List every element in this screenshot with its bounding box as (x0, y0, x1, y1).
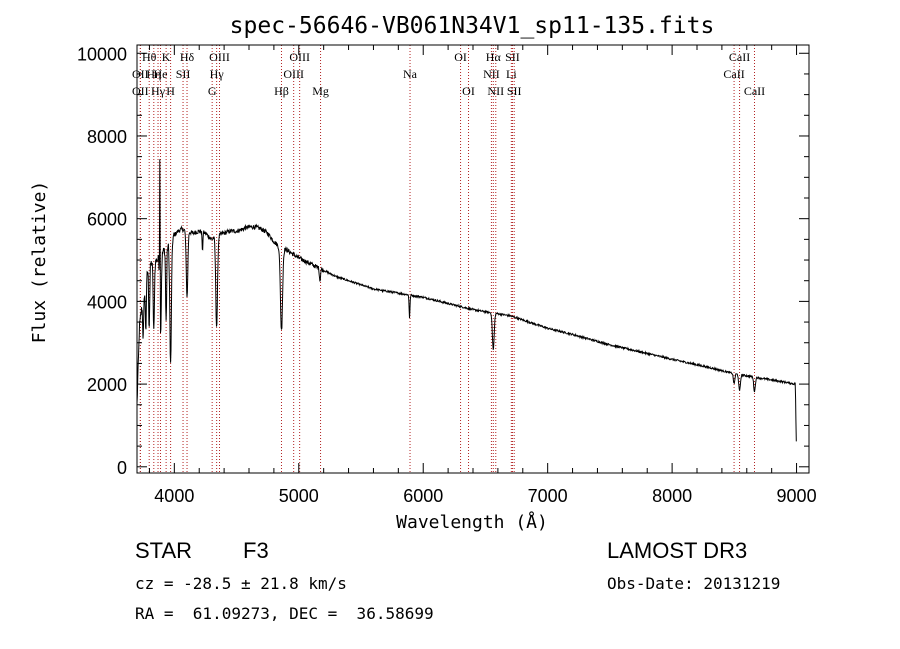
x-tick-label: 5000 (279, 486, 319, 506)
line-marker-label-7: H (166, 84, 175, 98)
y-tick-label: 8000 (87, 127, 127, 147)
line-marker-label-25: SII (507, 84, 522, 98)
line-marker-label-21: Hα (486, 50, 502, 64)
object-subclass: F3 (243, 538, 269, 563)
line-marker-label-6: K (162, 50, 171, 64)
line-marker-label-27: CaII (729, 50, 750, 64)
x-axis-label: Wavelength (Å) (396, 511, 548, 533)
obs-date-text: Obs-Date: 20131219 (607, 574, 781, 593)
line-marker-label-12: OIII (209, 50, 230, 64)
y-tick-label: 0 (117, 458, 127, 478)
line-marker-label-19: OI (462, 84, 475, 98)
axis-ticks: 4000 5000 6000 7000 8000 9000 0 2000 4000 6000 800… (77, 44, 817, 506)
line-marker-labels: OIIOIIHθHηHγHeKHSIIHδGHγOIIIHβOIIIOIIIMg… (132, 50, 765, 98)
line-marker-label-9: Hδ (180, 50, 195, 64)
x-tick-label: 9000 (777, 486, 817, 506)
line-marker-label-8: SII (176, 67, 191, 81)
y-tick-label: 2000 (87, 375, 127, 395)
line-marker-label-23: Li (506, 67, 517, 81)
line-marker-label-24: SII (505, 50, 520, 64)
line-marker-label-4: Hγ (151, 84, 166, 98)
line-marker-label-10: G (208, 84, 217, 98)
line-marker-label-14: OIII (283, 67, 304, 81)
y-tick-label: 4000 (87, 292, 127, 312)
line-marker-label-26: CaII (723, 67, 744, 81)
line-marker-label-2: Hθ (142, 50, 157, 64)
line-marker-label-16: Mg (312, 84, 329, 98)
x-tick-label: 8000 (652, 486, 692, 506)
object-class: STAR (135, 538, 193, 563)
line-marker-label-17: Na (403, 67, 418, 81)
line-marker-label-28: CaII (744, 84, 765, 98)
y-tick-label: 6000 (87, 210, 127, 230)
line-marker-label-13: Hβ (274, 84, 289, 98)
spectrum-group (136, 159, 797, 442)
line-marker-label-18: OI (454, 50, 467, 64)
line-marker-label-3: Hη (146, 67, 161, 81)
y-tick-label: 10000 (77, 44, 127, 64)
x-tick-label: 6000 (403, 486, 443, 506)
line-marker-group (139, 45, 755, 473)
line-marker-label-0: OII (132, 67, 149, 81)
line-marker-label-15: OIII (289, 50, 310, 64)
x-tick-label: 7000 (528, 486, 568, 506)
x-tick-label: 4000 (154, 486, 194, 506)
y-axis-label: Flux (relative) (29, 181, 50, 344)
line-marker-label-22: NII (487, 84, 504, 98)
survey-label: LAMOST DR3 (607, 538, 748, 563)
chart-title: spec-56646-VB061N34V1_sp11-135.fits (230, 13, 715, 39)
plot-frame (136, 44, 810, 474)
line-marker-label-20: NII (483, 67, 500, 81)
spectrum-line (136, 159, 797, 442)
line-marker-label-5: He (154, 67, 168, 81)
line-marker-label-11: Hγ (210, 67, 225, 81)
coordinates-text: RA = 61.09273, DEC = 36.58699 (135, 604, 434, 623)
line-marker-label-1: OII (132, 84, 149, 98)
redshift-text: cz = -28.5 ± 21.8 km/s (135, 574, 347, 593)
